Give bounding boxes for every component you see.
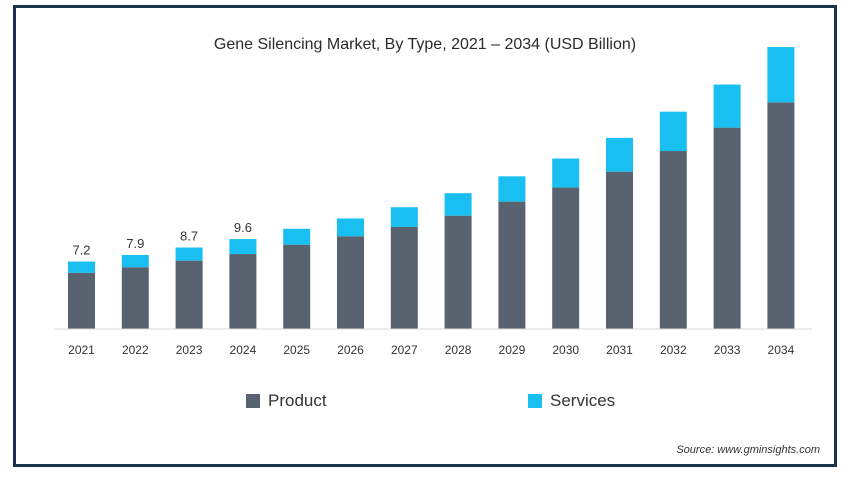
legend-label-services: Services [550,391,616,410]
legend-swatch-product [246,394,260,408]
source-note: Source: www.gminsights.com [676,444,820,456]
x-tick-2032: 2032 [660,343,687,357]
data-label-2021: 7.2 [72,243,90,258]
legend-swatch-services [528,394,542,408]
data-label-2024: 9.6 [234,220,252,235]
x-tick-2027: 2027 [391,343,418,357]
x-tick-2025: 2025 [283,343,310,357]
data-label-2022: 7.9 [126,236,144,251]
bar-product-2031 [606,171,633,329]
bar-product-2024 [229,254,257,329]
bar-product-2033 [713,127,741,329]
x-tick-2021: 2021 [68,343,95,357]
x-tick-2029: 2029 [499,343,526,357]
x-tick-2034: 2034 [768,343,795,357]
bar-product-2026 [337,236,364,329]
bar-services-2030 [552,158,580,188]
chart-title: Gene Silencing Market, By Type, 2021 – 2… [213,36,637,53]
bar-services-2028 [444,193,472,216]
bar-product-2028 [444,215,472,329]
bar-services-2026 [337,218,364,237]
bar-product-2029 [498,201,526,329]
x-tick-2028: 2028 [445,343,472,357]
x-tick-2031: 2031 [606,343,633,357]
bar-product-2023 [175,260,203,329]
chart-frame: Gene Silencing Market, By Type, 2021 – 2… [13,5,837,467]
bar-services-2031 [606,137,633,172]
bar-product-2027 [390,226,418,329]
bar-services-2029 [498,176,526,202]
chart-plot: 7.2 2021 7.9 2022 8.7 2023 9.6 2024 2025 2026 2027… [54,47,812,357]
bar-product-2032 [659,151,687,329]
bar-product-2021 [68,272,95,329]
bar-services-2034 [767,47,795,103]
bar-product-2022 [121,267,149,329]
bar-services-2032 [659,111,687,152]
x-tick-2024: 2024 [230,343,257,357]
bar-product-2025 [283,244,311,329]
bar-services-2021 [68,261,95,273]
x-tick-2030: 2030 [552,343,579,357]
legend-item-services: Services [528,391,615,411]
bar-services-2022 [121,255,149,268]
bar-product-2034 [767,102,795,330]
data-label-2023: 8.7 [180,229,198,244]
bar-services-2033 [713,84,741,128]
bar-services-2023 [175,247,203,261]
legend-label-product: Product [268,391,327,410]
bar-services-2027 [390,207,418,227]
bar-services-2024 [229,239,257,255]
x-tick-2026: 2026 [337,343,364,357]
x-tick-2033: 2033 [714,343,741,357]
x-tick-2023: 2023 [176,343,203,357]
bar-product-2030 [552,187,580,329]
x-tick-2022: 2022 [122,343,149,357]
legend-item-product: Product [246,391,327,411]
bar-services-2025 [283,228,311,245]
